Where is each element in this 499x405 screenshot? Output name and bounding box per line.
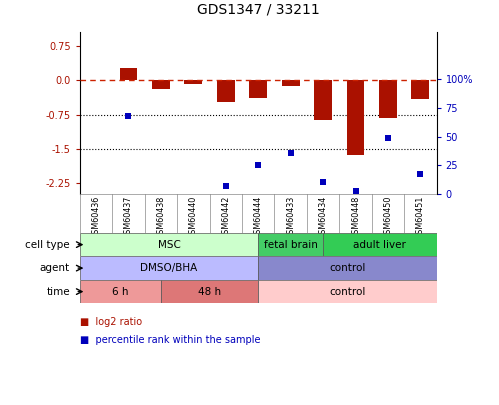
Text: time: time bbox=[46, 287, 70, 296]
Text: GSM60437: GSM60437 bbox=[124, 196, 133, 239]
Bar bbox=[80, 256, 258, 280]
Bar bbox=[258, 280, 437, 303]
Bar bbox=[80, 280, 161, 303]
Text: 6 h: 6 h bbox=[112, 287, 129, 296]
Text: GSM60444: GSM60444 bbox=[253, 196, 263, 239]
Text: agent: agent bbox=[40, 263, 70, 273]
Bar bbox=[161, 280, 258, 303]
Text: MSC: MSC bbox=[158, 240, 181, 249]
Bar bbox=[120, 68, 137, 80]
Bar bbox=[323, 233, 437, 256]
Text: GSM60438: GSM60438 bbox=[156, 196, 166, 239]
Text: GSM60450: GSM60450 bbox=[383, 196, 393, 239]
Text: adult liver: adult liver bbox=[353, 240, 406, 249]
Bar bbox=[80, 233, 258, 256]
Bar bbox=[282, 80, 299, 86]
Text: GSM60434: GSM60434 bbox=[318, 196, 328, 239]
Text: GSM60436: GSM60436 bbox=[91, 196, 101, 239]
Text: control: control bbox=[329, 287, 366, 296]
Bar bbox=[185, 80, 202, 83]
Bar bbox=[258, 256, 437, 280]
Text: fetal brain: fetal brain bbox=[264, 240, 317, 249]
Text: DMSO/BHA: DMSO/BHA bbox=[140, 263, 198, 273]
Text: ■  percentile rank within the sample: ■ percentile rank within the sample bbox=[80, 335, 260, 345]
Text: GSM60451: GSM60451 bbox=[416, 196, 425, 239]
Bar bbox=[412, 80, 429, 100]
Bar bbox=[152, 80, 170, 89]
Text: GSM60440: GSM60440 bbox=[189, 196, 198, 239]
Bar bbox=[258, 233, 323, 256]
Bar bbox=[379, 80, 397, 118]
Text: GDS1347 / 33211: GDS1347 / 33211 bbox=[197, 2, 319, 16]
Text: ■  log2 ratio: ■ log2 ratio bbox=[80, 317, 142, 326]
Text: GSM60433: GSM60433 bbox=[286, 196, 295, 239]
Bar bbox=[347, 80, 364, 155]
Bar bbox=[217, 80, 235, 102]
Text: control: control bbox=[329, 263, 366, 273]
Text: cell type: cell type bbox=[25, 240, 70, 249]
Text: 48 h: 48 h bbox=[198, 287, 221, 296]
Text: GSM60442: GSM60442 bbox=[221, 196, 231, 239]
Bar bbox=[314, 80, 332, 120]
Bar bbox=[250, 80, 267, 98]
Text: GSM60448: GSM60448 bbox=[351, 196, 360, 239]
